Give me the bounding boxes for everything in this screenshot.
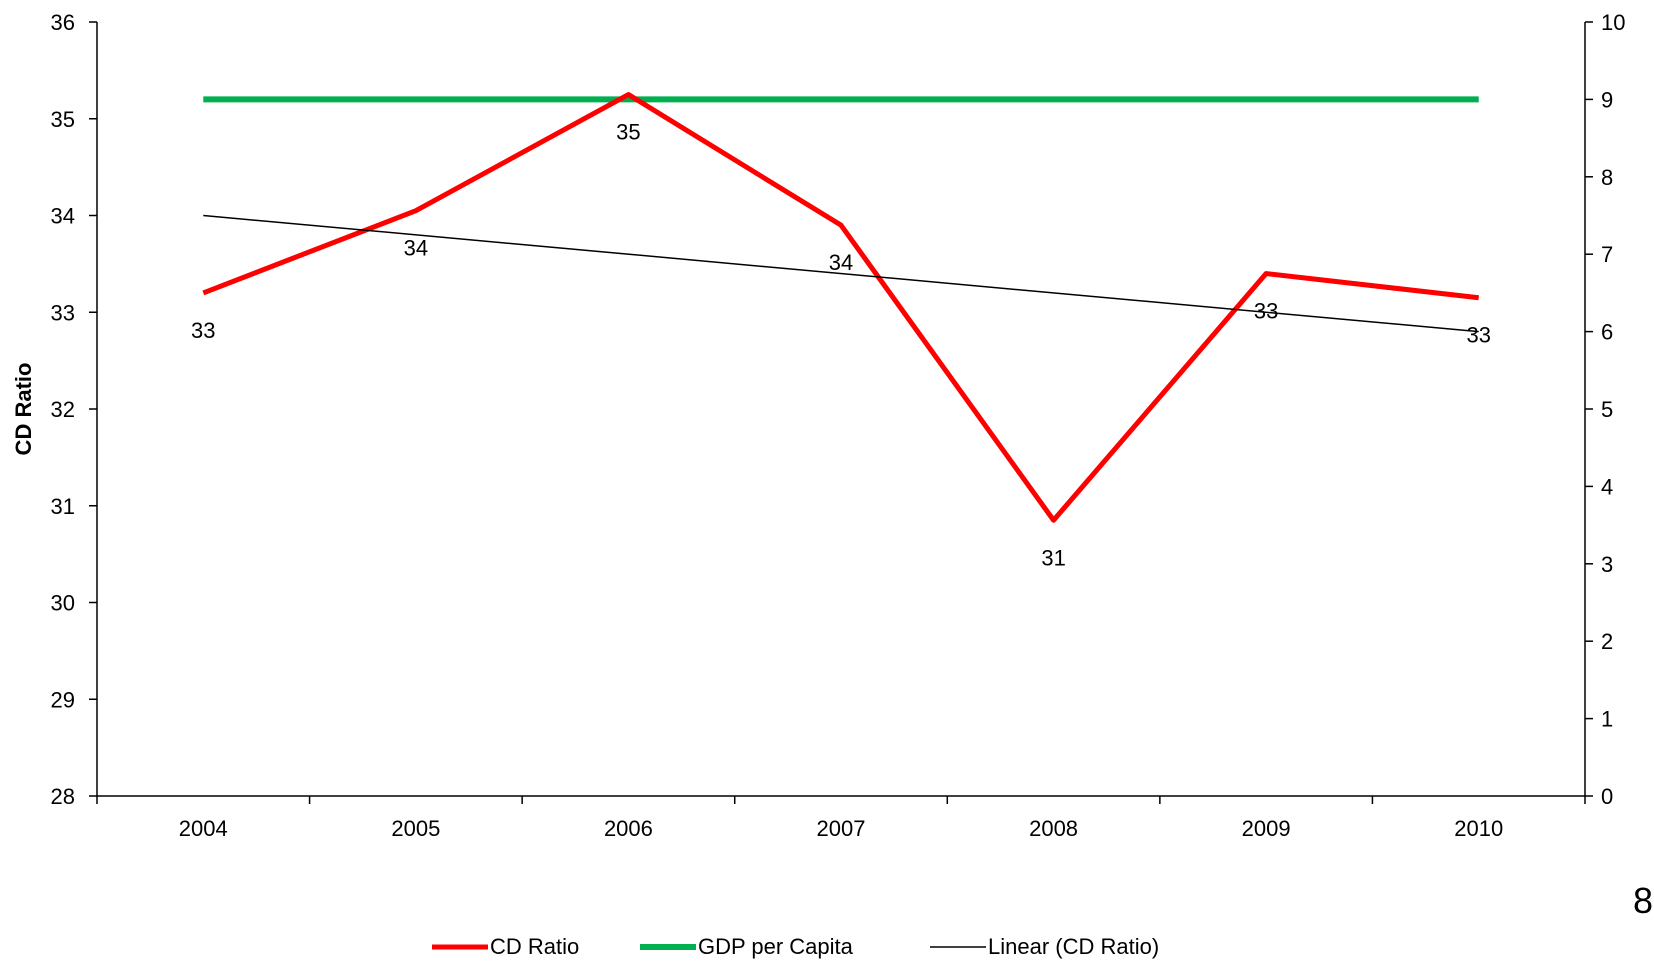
y-right-tick-label: 0 [1601, 784, 1613, 809]
x-tick-label: 2009 [1242, 816, 1291, 841]
x-tick-label: 2005 [391, 816, 440, 841]
x-axis: 2004 2005 2006 2007 2008 2009 2010 [96, 796, 1586, 841]
x-tick-label: 2007 [817, 816, 866, 841]
data-labels: 33 34 35 34 31 33 33 [191, 120, 1491, 571]
data-label: 33 [191, 318, 215, 343]
legend-label: CD Ratio [490, 934, 579, 959]
y-right-tick-label: 7 [1601, 242, 1613, 267]
x-tick-label: 2010 [1454, 816, 1503, 841]
y-left-tick-label: 28 [51, 784, 75, 809]
y-left-tick-label: 34 [51, 204, 75, 229]
series-line-cd-ratio [202, 92, 1479, 523]
y-left-tick-label: 33 [51, 300, 75, 325]
y-left-axis: 28 29 30 31 32 33 34 35 36 [51, 10, 97, 809]
y-right-tick-label: 6 [1601, 320, 1613, 345]
y-right-tick-label: 4 [1601, 474, 1613, 499]
data-label: 34 [829, 250, 853, 275]
y-right-tick-label: 9 [1601, 87, 1613, 112]
legend-label: Linear (CD Ratio) [988, 934, 1159, 959]
x-tick-label: 2008 [1029, 816, 1078, 841]
y-left-tick-label: 36 [51, 10, 75, 35]
y-right-tick-label: 10 [1601, 10, 1625, 35]
legend: CD Ratio GDP per Capita Linear (CD Ratio) [432, 934, 1159, 959]
y-left-axis-title: CD Ratio [11, 363, 36, 456]
data-label: 33 [1466, 323, 1490, 348]
series-layer [202, 92, 1479, 523]
y-left-tick-label: 29 [51, 687, 75, 712]
x-tick-label: 2004 [179, 816, 228, 841]
y-right-tick-label: 2 [1601, 629, 1613, 654]
trendline-cd-ratio [203, 214, 1479, 333]
y-left-tick-label: 35 [51, 107, 75, 132]
y-left-tick-label: 30 [51, 591, 75, 616]
x-tick-label: 2006 [604, 816, 653, 841]
y-right-tick-label: 1 [1601, 707, 1613, 732]
data-label: 35 [616, 120, 640, 145]
page-number: 8 [1633, 880, 1654, 921]
y-right-tick-label: 8 [1601, 165, 1613, 190]
y-right-axis: 0 1 2 3 4 5 6 7 8 9 10 [1585, 10, 1625, 809]
y-left-tick-label: 32 [51, 397, 75, 422]
legend-label: GDP per Capita [698, 934, 854, 959]
data-label: 33 [1254, 299, 1278, 324]
data-label: 34 [404, 236, 428, 261]
y-left-tick-label: 31 [51, 494, 75, 519]
data-label: 31 [1041, 545, 1065, 570]
y-right-tick-label: 5 [1601, 397, 1613, 422]
y-right-tick-label: 3 [1601, 552, 1613, 577]
